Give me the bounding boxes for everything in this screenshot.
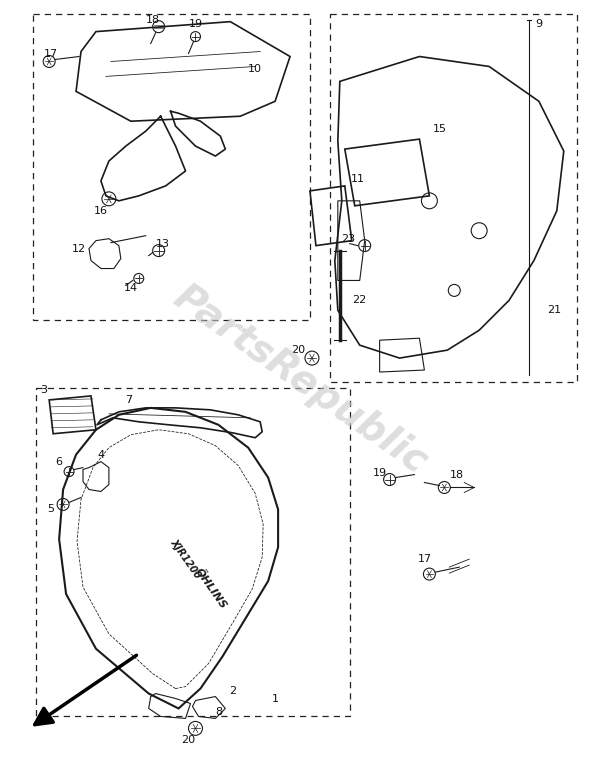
Text: 19: 19 xyxy=(373,467,386,477)
Text: 12: 12 xyxy=(72,244,86,254)
Text: 1: 1 xyxy=(272,694,278,704)
Text: PartsRepublic: PartsRepublic xyxy=(166,278,434,482)
Bar xyxy=(36,388,350,717)
Text: 17: 17 xyxy=(44,49,58,59)
Text: 13: 13 xyxy=(155,239,170,249)
Text: 20: 20 xyxy=(291,345,305,355)
Text: 7: 7 xyxy=(125,395,133,405)
Text: 11: 11 xyxy=(351,174,365,184)
Text: 22: 22 xyxy=(353,296,367,306)
Text: 20: 20 xyxy=(181,736,196,746)
Text: 3: 3 xyxy=(40,385,47,395)
Text: 19: 19 xyxy=(188,19,203,29)
Text: 10: 10 xyxy=(248,65,262,74)
Text: 23: 23 xyxy=(341,233,355,244)
Text: 17: 17 xyxy=(418,554,431,564)
Text: 16: 16 xyxy=(94,206,108,216)
Text: 2: 2 xyxy=(229,686,236,695)
Text: 21: 21 xyxy=(547,306,561,315)
Text: 8: 8 xyxy=(215,708,222,717)
Text: 5: 5 xyxy=(47,505,55,515)
Text: ÖHLINS: ÖHLINS xyxy=(193,567,228,611)
Bar xyxy=(33,14,310,320)
Text: 18: 18 xyxy=(146,14,160,24)
Text: 15: 15 xyxy=(433,124,446,135)
Text: 6: 6 xyxy=(56,457,62,467)
Text: 18: 18 xyxy=(450,470,464,480)
Text: 9: 9 xyxy=(535,19,542,29)
Bar xyxy=(330,14,577,382)
Text: 14: 14 xyxy=(124,283,138,293)
Text: 4: 4 xyxy=(97,450,104,460)
Text: XJR1200: XJR1200 xyxy=(169,537,203,581)
